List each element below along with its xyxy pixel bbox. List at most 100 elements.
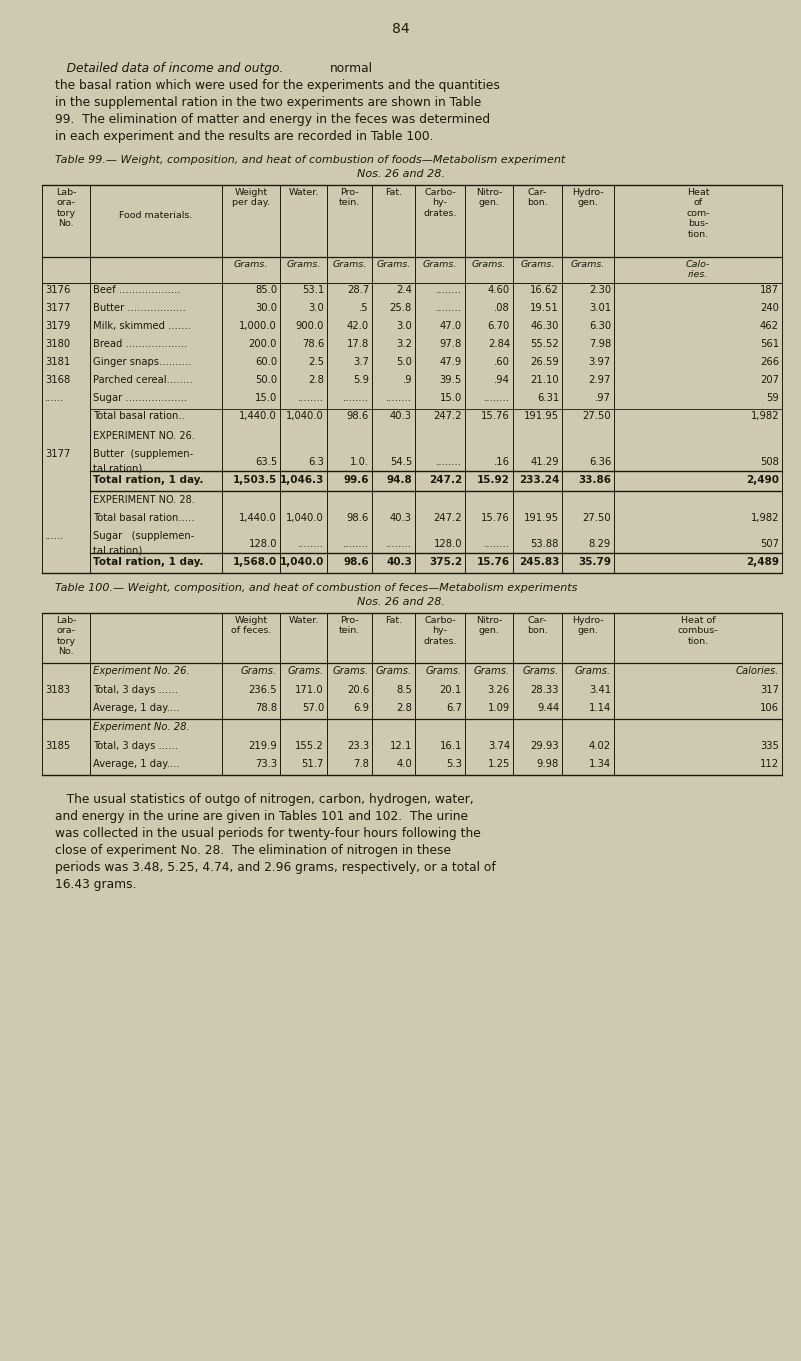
Text: ........: ........ — [484, 539, 510, 548]
Text: 3.74: 3.74 — [488, 740, 510, 751]
Text: ........: ........ — [343, 393, 369, 403]
Text: 55.52: 55.52 — [530, 339, 559, 348]
Text: 85.0: 85.0 — [255, 284, 277, 295]
Text: 191.95: 191.95 — [524, 513, 559, 523]
Text: Grams.: Grams. — [575, 666, 611, 676]
Text: 17.8: 17.8 — [347, 339, 369, 348]
Text: 27.50: 27.50 — [582, 411, 611, 421]
Text: Nos. 26 and 28.: Nos. 26 and 28. — [356, 597, 445, 607]
Text: 94.8: 94.8 — [386, 475, 412, 485]
Text: 317: 317 — [760, 685, 779, 695]
Text: 23.3: 23.3 — [347, 740, 369, 751]
Text: 78.6: 78.6 — [302, 339, 324, 348]
Text: Grams.: Grams. — [234, 260, 268, 269]
Text: 15.76: 15.76 — [481, 411, 510, 421]
Text: Experiment No. 28.: Experiment No. 28. — [93, 721, 190, 732]
Text: 16.43 grams.: 16.43 grams. — [55, 878, 136, 891]
Text: Grams.: Grams. — [286, 260, 320, 269]
Text: 2.4: 2.4 — [396, 284, 412, 295]
Text: ......: ...... — [45, 531, 65, 542]
Text: 53.88: 53.88 — [530, 539, 559, 548]
Text: Pro-
tein.: Pro- tein. — [339, 188, 360, 207]
Text: Table 99.— Weight, composition, and heat of combustion of foods—Metabolism exper: Table 99.— Weight, composition, and heat… — [55, 155, 566, 165]
Text: 98.6: 98.6 — [347, 513, 369, 523]
Text: Beef ...................: Beef ................... — [93, 284, 180, 295]
Text: 54.5: 54.5 — [390, 457, 412, 467]
Text: 3.0: 3.0 — [308, 304, 324, 313]
Text: 4.02: 4.02 — [589, 740, 611, 751]
Text: tal ration) ..........: tal ration) .......... — [93, 544, 178, 555]
Text: 40.3: 40.3 — [390, 513, 412, 523]
Text: Water.: Water. — [288, 188, 319, 197]
Text: ........: ........ — [436, 457, 462, 467]
Text: 3179: 3179 — [45, 321, 70, 331]
Text: Grams.: Grams. — [376, 260, 411, 269]
Text: 47.0: 47.0 — [440, 321, 462, 331]
Text: Detailed data of income and outgo.: Detailed data of income and outgo. — [55, 63, 284, 75]
Text: 3.0: 3.0 — [396, 321, 412, 331]
Text: 3.7: 3.7 — [353, 357, 369, 367]
Text: Food materials.: Food materials. — [119, 211, 193, 220]
Text: 5.3: 5.3 — [446, 759, 462, 769]
Text: .60: .60 — [494, 357, 510, 367]
Text: 1.34: 1.34 — [589, 759, 611, 769]
Text: ........: ........ — [343, 539, 369, 548]
Text: 9.44: 9.44 — [537, 704, 559, 713]
Text: 51.7: 51.7 — [302, 759, 324, 769]
Text: 19.51: 19.51 — [530, 304, 559, 313]
Text: ........: ........ — [386, 393, 412, 403]
Text: 3.26: 3.26 — [488, 685, 510, 695]
Text: 27.50: 27.50 — [582, 513, 611, 523]
Text: Butter  (supplemen-: Butter (supplemen- — [93, 449, 193, 459]
Text: 97.8: 97.8 — [440, 339, 462, 348]
Text: 41.29: 41.29 — [530, 457, 559, 467]
Text: 1,046.3: 1,046.3 — [280, 475, 324, 485]
Text: Nitro-
gen.: Nitro- gen. — [476, 188, 502, 207]
Text: and energy in the urine are given in Tables 101 and 102.  The urine: and energy in the urine are given in Tab… — [55, 810, 468, 823]
Text: 1.09: 1.09 — [488, 704, 510, 713]
Text: Nitro-
gen.: Nitro- gen. — [476, 617, 502, 636]
Text: 3181: 3181 — [45, 357, 70, 367]
Text: 15.0: 15.0 — [255, 393, 277, 403]
Text: 507: 507 — [760, 539, 779, 548]
Text: 15.0: 15.0 — [440, 393, 462, 403]
Text: .9: .9 — [402, 376, 412, 385]
Text: 266: 266 — [760, 357, 779, 367]
Text: 6.7: 6.7 — [446, 704, 462, 713]
Text: 84: 84 — [392, 22, 409, 35]
Text: 2.5: 2.5 — [308, 357, 324, 367]
Text: ........: ........ — [298, 539, 324, 548]
Text: 33.86: 33.86 — [578, 475, 611, 485]
Text: 78.8: 78.8 — [255, 704, 277, 713]
Text: 73.3: 73.3 — [255, 759, 277, 769]
Text: 1,982: 1,982 — [751, 513, 779, 523]
Text: 247.2: 247.2 — [433, 411, 462, 421]
Text: 187: 187 — [760, 284, 779, 295]
Text: 508: 508 — [760, 457, 779, 467]
Text: 63.5: 63.5 — [255, 457, 277, 467]
Text: 3177: 3177 — [45, 449, 70, 459]
Text: Total ration, 1 day.: Total ration, 1 day. — [93, 475, 203, 485]
Text: 57.0: 57.0 — [302, 704, 324, 713]
Text: Grams.: Grams. — [474, 666, 510, 676]
Text: Water.: Water. — [288, 617, 319, 625]
Text: 7.8: 7.8 — [353, 759, 369, 769]
Text: ........: ........ — [436, 304, 462, 313]
Text: 128.0: 128.0 — [248, 539, 277, 548]
Text: 46.30: 46.30 — [530, 321, 559, 331]
Text: 99.  The elimination of matter and energy in the feces was determined: 99. The elimination of matter and energy… — [55, 113, 490, 127]
Text: 99.6: 99.6 — [344, 475, 369, 485]
Text: Total ration, 1 day.: Total ration, 1 day. — [93, 557, 203, 568]
Text: 900.0: 900.0 — [296, 321, 324, 331]
Text: 112: 112 — [760, 759, 779, 769]
Text: 1.14: 1.14 — [589, 704, 611, 713]
Text: Car-
bon.: Car- bon. — [527, 188, 548, 207]
Text: Grams.: Grams. — [332, 260, 367, 269]
Text: 7.98: 7.98 — [589, 339, 611, 348]
Text: 98.6: 98.6 — [344, 557, 369, 568]
Text: Grams.: Grams. — [241, 666, 277, 676]
Text: 3183: 3183 — [45, 685, 70, 695]
Text: 1,040.0: 1,040.0 — [280, 557, 324, 568]
Text: .16: .16 — [494, 457, 510, 467]
Text: 106: 106 — [760, 704, 779, 713]
